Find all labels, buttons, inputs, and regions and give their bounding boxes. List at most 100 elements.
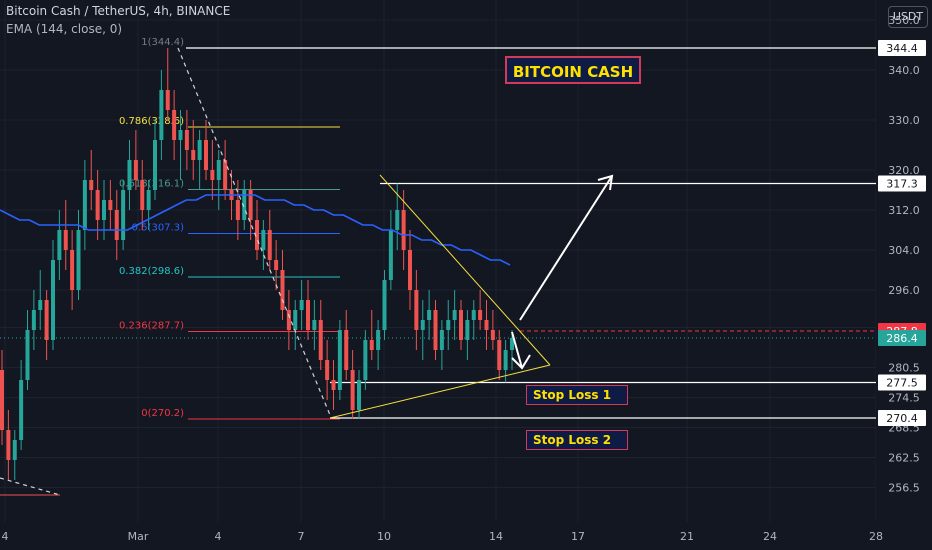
price-axis[interactable]: 256.5262.5268.5274.5280.5288.5296.0304.0… <box>876 0 932 550</box>
candle-body <box>484 320 489 330</box>
candle-body <box>267 230 272 260</box>
candle-body <box>350 370 355 410</box>
time-axis[interactable]: 4 Mar 4 7 10 14 17 21 24 28 <box>0 522 883 550</box>
time-tick-label: 4 <box>215 530 222 543</box>
ema-144-line <box>0 194 511 266</box>
down-arrow-head <box>511 354 531 370</box>
candle-body <box>70 250 75 290</box>
candle-body <box>337 330 342 390</box>
price-tick-label: 304.0 <box>888 244 920 257</box>
candle-body <box>51 260 55 340</box>
price-label: 286.4 <box>886 332 918 345</box>
price-label: 277.5 <box>886 377 918 390</box>
candle-body <box>76 230 81 290</box>
time-tick-label: 7 <box>298 530 305 543</box>
price-tick-label: 280.5 <box>888 362 920 375</box>
candle-body <box>357 380 361 410</box>
candle-body <box>223 160 228 190</box>
time-tick-label: 24 <box>763 530 777 543</box>
candle-body <box>82 180 87 230</box>
price-label-bg <box>878 374 926 391</box>
candle-body <box>19 380 24 440</box>
candle-body <box>274 260 279 270</box>
time-tick-label: 28 <box>869 530 883 543</box>
candle-body <box>420 320 425 330</box>
candle-body <box>490 330 495 340</box>
down-arrow-shaft <box>511 331 523 369</box>
candle-body <box>178 130 183 140</box>
candle-body <box>369 340 374 350</box>
candle-body <box>235 200 240 220</box>
candle-body <box>261 230 266 250</box>
candle-body <box>102 200 106 220</box>
time-axis-bg <box>0 522 876 550</box>
candle-body <box>108 200 113 210</box>
candle-body <box>44 300 49 340</box>
fib-level-label: 1(344.4) <box>141 37 184 48</box>
price-label-bg <box>878 410 926 426</box>
candle-body <box>408 250 412 290</box>
candle-body <box>299 300 304 310</box>
candle-body <box>503 350 508 370</box>
drawings[interactable] <box>0 47 614 496</box>
horizontal-levels[interactable] <box>0 47 876 419</box>
currency-label[interactable]: USDT <box>888 6 928 28</box>
fib-level-label: 0(270.2) <box>141 408 184 419</box>
candle-body <box>146 190 151 210</box>
candle-body <box>382 280 387 330</box>
candle-body <box>471 310 476 320</box>
candle-body <box>465 320 470 340</box>
time-tick-label: 14 <box>489 530 503 543</box>
candle-body <box>510 338 514 350</box>
candle-body <box>439 330 444 350</box>
up-arrow-shaft <box>519 175 613 321</box>
candle-body <box>280 270 285 310</box>
candle-body <box>63 230 68 250</box>
candle-body <box>293 310 298 330</box>
dashed-trend-line-left <box>0 477 61 496</box>
candle-body <box>172 110 177 140</box>
candle-body <box>401 210 406 250</box>
candle-body <box>446 320 451 330</box>
candle-body <box>165 90 170 110</box>
price-tick-label: 320.0 <box>888 164 920 177</box>
candle-body <box>242 190 247 220</box>
fib-level-label: 0.236(287.7) <box>119 321 184 332</box>
dashed-trend-line <box>177 47 331 416</box>
stop-loss-2-label: Stop Loss 2 <box>526 430 628 450</box>
price-label: 344.4 <box>886 42 918 55</box>
candle-body <box>427 310 432 320</box>
candle-body <box>325 360 330 380</box>
candle-body <box>255 220 259 250</box>
candle-body <box>89 180 94 190</box>
candle-body <box>184 130 189 150</box>
candle-body <box>197 140 202 160</box>
candle-body <box>210 170 215 180</box>
candle-body <box>140 180 145 210</box>
candle-body <box>363 340 368 380</box>
candle-body <box>38 300 43 310</box>
price-tick-label: 350.0 <box>888 14 920 27</box>
triangle-upper-line <box>379 174 551 366</box>
candle-body <box>57 230 62 260</box>
price-label-bg <box>878 175 926 192</box>
candle-body <box>191 150 196 160</box>
candle-body <box>312 320 317 330</box>
candle-body <box>478 310 483 320</box>
time-tick-label: Mar <box>128 530 149 543</box>
price-tick-label: 296.0 <box>888 284 920 297</box>
candle-body <box>31 310 36 330</box>
ema-legend: EMA (144, close, 0) <box>6 22 123 36</box>
candle-body <box>395 210 400 230</box>
price-tick-label: 312.0 <box>888 204 920 217</box>
price-label: 317.3 <box>886 178 918 191</box>
price-label-bg <box>878 330 926 346</box>
fib-level-label: 0.618(316.1) <box>119 179 184 190</box>
candle-body <box>388 230 393 280</box>
candle-body <box>286 310 291 330</box>
candle-body <box>318 320 323 360</box>
candle-body <box>153 140 157 190</box>
price-tick-label: 340.0 <box>888 64 920 77</box>
